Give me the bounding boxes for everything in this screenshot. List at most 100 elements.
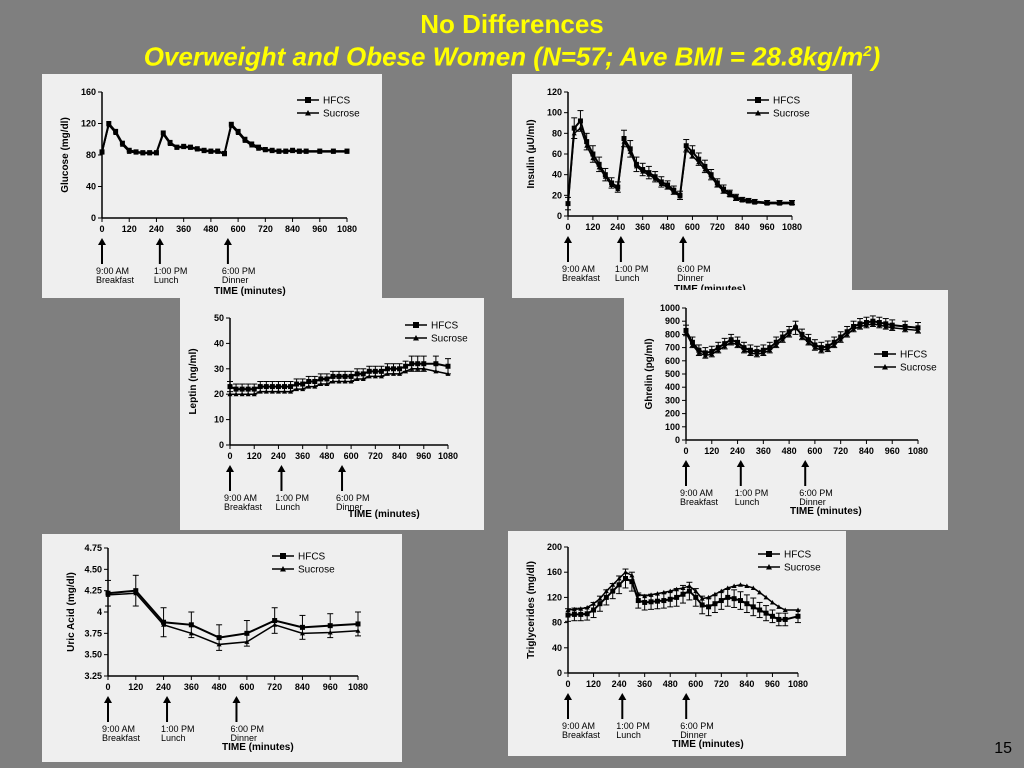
sucrose-point bbox=[763, 594, 769, 600]
hfcs-point bbox=[354, 371, 360, 377]
x-tick-label: 240 bbox=[612, 679, 627, 689]
sucrose-point bbox=[591, 601, 597, 606]
sucrose-point bbox=[609, 182, 615, 187]
legend-label-sucrose: Sucrose bbox=[900, 363, 937, 374]
hfcs-point bbox=[327, 623, 333, 629]
x-tick-label: 480 bbox=[660, 222, 675, 232]
hfcs-point bbox=[616, 582, 622, 588]
x-tick-label: 600 bbox=[344, 451, 359, 461]
legend-marker-hfcs bbox=[882, 351, 888, 357]
x-tick-label: 840 bbox=[859, 446, 874, 456]
hfcs-point bbox=[683, 143, 689, 149]
sucrose-point bbox=[741, 347, 747, 353]
sucrose-point bbox=[263, 389, 269, 394]
hfcs-point bbox=[272, 618, 278, 624]
legend-marker-sucrose bbox=[280, 566, 286, 572]
slide-title: No Differences bbox=[420, 9, 604, 39]
meal-time-label: 1:00 PM bbox=[275, 493, 309, 503]
y-tick-label: 0 bbox=[557, 211, 562, 221]
chart-svg-2: 0 10 20 30 40 50 0 120 240 360 480 600 720 840 960 1080… bbox=[188, 313, 468, 520]
sucrose-point bbox=[276, 149, 282, 154]
legend-marker-hfcs bbox=[755, 97, 761, 103]
sucrose-point bbox=[754, 351, 760, 357]
hfcs-point bbox=[348, 373, 354, 379]
hfcs-point bbox=[915, 325, 921, 331]
legend-label-sucrose: Sucrose bbox=[773, 109, 810, 120]
sucrose-point bbox=[825, 346, 831, 351]
sucrose-point bbox=[239, 391, 245, 397]
meal-name-label: Dinner bbox=[799, 497, 826, 507]
sucrose-point bbox=[805, 339, 811, 345]
hfcs-point bbox=[702, 350, 708, 356]
meal-name-label: Dinner bbox=[336, 502, 363, 512]
chart-svg-3: 0 100 200 300 400 500 600 700 800 900 1000 0 120 240 3… bbox=[644, 303, 937, 517]
y-tick-label: 120 bbox=[81, 119, 96, 129]
x-tick-label: 840 bbox=[735, 222, 750, 232]
hfcs-point bbox=[754, 349, 760, 355]
sucrose-point bbox=[745, 199, 751, 204]
x-tick-label: 720 bbox=[714, 679, 729, 689]
sucrose-point bbox=[269, 389, 275, 394]
sucrose-point bbox=[615, 186, 621, 192]
y-axis-label: Triglycerides (mg/dl) bbox=[526, 561, 537, 659]
hfcs-point bbox=[680, 591, 686, 597]
sucrose-point bbox=[722, 343, 728, 349]
y-tick-label: 100 bbox=[665, 422, 680, 432]
x-axis-label: TIME (minutes) bbox=[214, 286, 286, 297]
meal-time-label: 9:00 AM bbox=[96, 266, 129, 276]
y-tick-label: 20 bbox=[552, 190, 562, 200]
hfcs-point bbox=[693, 594, 699, 600]
sucrose-point bbox=[378, 373, 384, 379]
sucrose-point bbox=[571, 606, 577, 612]
sucrose-point bbox=[648, 592, 654, 597]
meal-arrow-head bbox=[104, 696, 112, 703]
hfcs-point bbox=[621, 136, 627, 141]
sucrose-point bbox=[677, 193, 683, 199]
sucrose-point bbox=[288, 389, 294, 394]
hfcs-point bbox=[245, 386, 251, 392]
y-tick-label: 0 bbox=[219, 440, 224, 450]
hfcs-point bbox=[133, 588, 139, 594]
hfcs-point bbox=[722, 341, 728, 347]
x-tick-label: 0 bbox=[683, 446, 688, 456]
sucrose-point bbox=[565, 201, 571, 206]
sucrose-point bbox=[290, 148, 296, 154]
sucrose-point bbox=[228, 123, 234, 128]
meal-time-label: 6:00 PM bbox=[799, 488, 833, 498]
hfcs-point bbox=[415, 361, 421, 367]
y-tick-label: 4.25 bbox=[84, 586, 102, 596]
subtitle-main: Overweight and Obese Women (N=57; Ave BM… bbox=[143, 41, 864, 72]
sucrose-point bbox=[776, 604, 782, 609]
sucrose-point bbox=[275, 389, 281, 394]
y-tick-label: 40 bbox=[552, 643, 562, 653]
y-tick-label: 80 bbox=[552, 128, 562, 138]
hfcs-point bbox=[706, 604, 712, 610]
hfcs-point bbox=[603, 594, 609, 600]
sucrose-point bbox=[584, 143, 590, 148]
meal-arrow-head bbox=[682, 693, 691, 700]
sucrose-point bbox=[838, 337, 844, 342]
meal-arrow-head bbox=[338, 465, 347, 472]
hfcs-point bbox=[433, 361, 439, 367]
y-tick-label: 3.50 bbox=[84, 650, 102, 660]
meal-arrow-head bbox=[223, 238, 232, 245]
hfcs-point bbox=[372, 368, 378, 374]
insulin-chart-panel: 0 20 40 60 80 100 120 0 120 240 360 480 600 720 840 960… bbox=[512, 74, 852, 298]
y-tick-label: 120 bbox=[547, 87, 562, 97]
hfcs-point bbox=[857, 321, 863, 327]
hfcs-point bbox=[844, 329, 850, 335]
sucrose-point bbox=[133, 150, 139, 155]
x-tick-label: 0 bbox=[105, 682, 110, 692]
hfcs-point bbox=[409, 361, 415, 367]
meal-time-label: 6:00 PM bbox=[680, 721, 714, 731]
hfcs-point bbox=[597, 601, 603, 607]
y-tick-label: 1000 bbox=[660, 303, 680, 313]
sucrose-point bbox=[629, 572, 635, 578]
x-tick-label: 840 bbox=[392, 451, 407, 461]
meal-arrow-head bbox=[564, 236, 572, 243]
ghrelin-chart-panel: 0 100 200 300 400 500 600 700 800 900 1000 0 120 240 3… bbox=[624, 290, 948, 530]
sucrose-point bbox=[330, 379, 336, 384]
y-tick-label: 80 bbox=[552, 618, 562, 628]
hfcs-point bbox=[750, 604, 756, 610]
x-tick-label: 120 bbox=[586, 679, 601, 689]
